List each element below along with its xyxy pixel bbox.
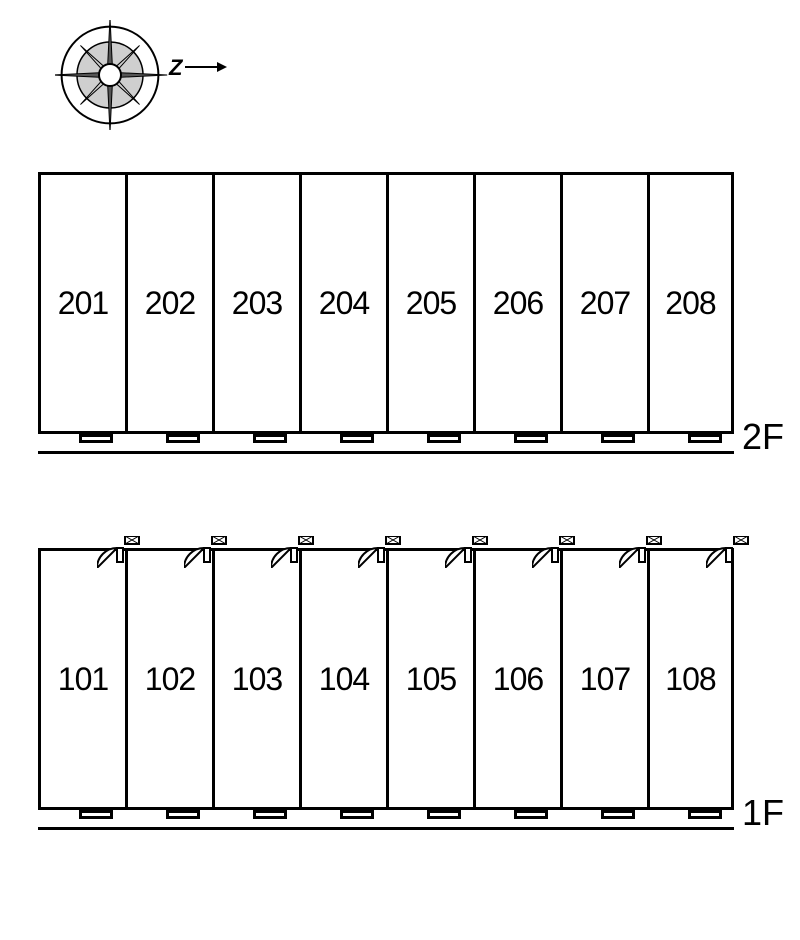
window-tab [514, 810, 548, 819]
unit-label: 102 [145, 661, 195, 698]
window-tab [688, 434, 722, 443]
window-tab [166, 434, 200, 443]
unit-label: 202 [145, 285, 195, 322]
unit-cell: 202 [125, 172, 212, 434]
unit-cell: 107 [560, 548, 647, 810]
unit-label: 105 [406, 661, 456, 698]
unit-cell: 205 [386, 172, 473, 434]
unit-cell: 102 [125, 548, 212, 810]
window-tab [79, 810, 113, 819]
unit-cell: 103 [212, 548, 299, 810]
unit-label: 106 [493, 661, 543, 698]
unit-label: 208 [665, 285, 715, 322]
window-tab [340, 810, 374, 819]
unit-cell: 207 [560, 172, 647, 434]
unit-cell: 201 [38, 172, 125, 434]
door-icon [97, 548, 123, 568]
door-icon [358, 548, 384, 568]
unit-label: 204 [319, 285, 369, 322]
unit-cell: 206 [473, 172, 560, 434]
window-tab [253, 810, 287, 819]
window-tab [601, 434, 635, 443]
unit-label: 107 [580, 661, 630, 698]
unit-cell: 204 [299, 172, 386, 434]
floor-label: 1F [742, 792, 784, 834]
compass-label: Z [168, 55, 184, 80]
window-tab [427, 434, 461, 443]
unit-cell: 104 [299, 548, 386, 810]
window-tab [79, 434, 113, 443]
window-tab [166, 810, 200, 819]
compass: Z [55, 20, 237, 130]
window-tab [253, 434, 287, 443]
window-tab [514, 434, 548, 443]
unit-label: 203 [232, 285, 282, 322]
unit-label: 103 [232, 661, 282, 698]
door-icon [184, 548, 210, 568]
floorplan-canvas: Z 201 202 203 204 205 206 207 208 2F 101 102 103 104… [0, 0, 800, 940]
unit-cell: 101 [38, 548, 125, 810]
hallway-line [38, 827, 734, 830]
unit-label: 201 [58, 285, 108, 322]
unit-label: 206 [493, 285, 543, 322]
door-icon [445, 548, 471, 568]
unit-cell: 108 [647, 548, 734, 810]
door-icon [619, 548, 645, 568]
door-icon [271, 548, 297, 568]
window-tab [601, 810, 635, 819]
floor-f2: 201 202 203 204 205 206 207 208 2F [0, 172, 800, 494]
unit-label: 101 [58, 661, 108, 698]
unit-row: 201 202 203 204 205 206 207 208 [38, 172, 734, 434]
unit-label: 207 [580, 285, 630, 322]
unit-cell: 208 [647, 172, 734, 434]
floor-label: 2F [742, 416, 784, 458]
window-tab [340, 434, 374, 443]
unit-label: 104 [319, 661, 369, 698]
door-icon [706, 548, 732, 568]
unit-row: 101 102 103 104 105 106 107 108 [38, 548, 734, 810]
unit-cell: 105 [386, 548, 473, 810]
door-icon [532, 548, 558, 568]
floor-f1: 101 102 103 104 105 106 107 108 [0, 548, 800, 870]
hallway-line [38, 451, 734, 454]
unit-cell: 203 [212, 172, 299, 434]
unit-cell: 106 [473, 548, 560, 810]
window-tab [688, 810, 722, 819]
unit-label: 108 [665, 661, 715, 698]
window-tab [427, 810, 461, 819]
unit-label: 205 [406, 285, 456, 322]
